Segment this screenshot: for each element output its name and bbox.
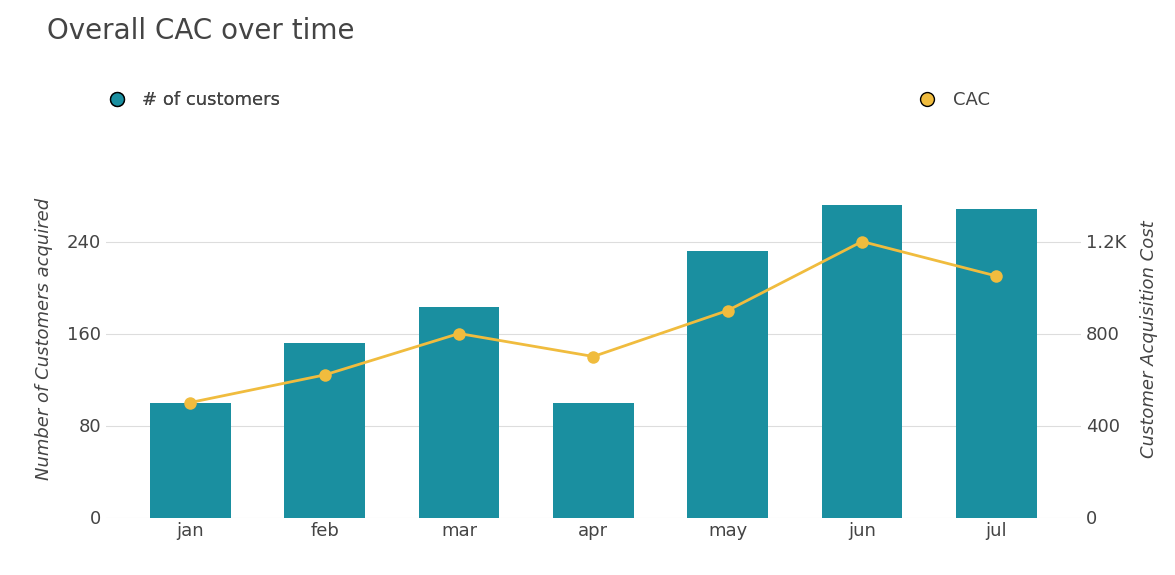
Y-axis label: Number of Customers acquired: Number of Customers acquired	[35, 198, 53, 480]
Bar	[956, 209, 1036, 518]
Legend: CAC: CAC	[902, 84, 996, 116]
Legend: # of customers: # of customers	[92, 84, 287, 116]
Bar	[284, 343, 365, 518]
Text: Overall CAC over time: Overall CAC over time	[47, 17, 355, 45]
Bar	[150, 402, 230, 518]
Bar	[821, 205, 902, 518]
Bar	[418, 307, 499, 518]
Y-axis label: Customer Acquisition Cost: Customer Acquisition Cost	[1140, 220, 1159, 458]
Bar	[553, 402, 633, 518]
Bar	[687, 251, 768, 518]
